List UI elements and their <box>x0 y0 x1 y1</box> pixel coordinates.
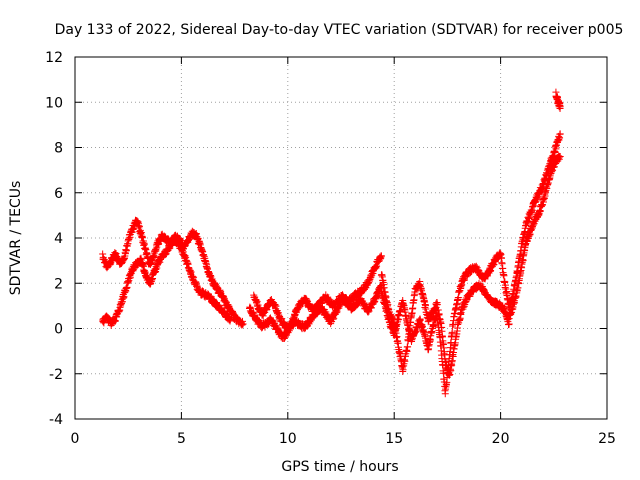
data-point <box>556 130 564 138</box>
data-point <box>239 320 247 328</box>
y-tick-label: 12 <box>45 50 63 66</box>
data-point <box>448 328 456 336</box>
x-tick-label: 15 <box>385 431 403 447</box>
series-track-h <box>552 88 564 113</box>
data-point <box>377 252 385 260</box>
x-tick-label: 0 <box>71 431 80 447</box>
y-tick-label: 10 <box>45 95 63 111</box>
y-axis-label: SDTVAR / TECUs <box>8 181 24 296</box>
y-tick-label: 4 <box>54 231 63 247</box>
chart-title: Day 133 of 2022, Sidereal Day-to-day VTE… <box>55 22 624 38</box>
y-tick-label: 2 <box>54 276 63 292</box>
y-tick-label: 6 <box>54 186 63 202</box>
ticks-layer: -4 -2 0 2 4 6 8 10 12 0 5 10 15 20 25 <box>45 50 616 447</box>
y-tick-label: 8 <box>54 141 63 157</box>
data-point <box>404 343 412 351</box>
data-layer <box>99 88 564 398</box>
x-tick-label: 5 <box>177 431 186 447</box>
x-tick-label: 20 <box>492 431 510 447</box>
y-tick-label: -4 <box>49 412 63 428</box>
series-track-g <box>505 152 564 323</box>
series-track-b <box>99 235 234 329</box>
y-tick-label: -2 <box>49 367 63 383</box>
series-track-e <box>377 271 513 379</box>
data-point <box>556 153 564 161</box>
x-tick-label: 25 <box>598 431 616 447</box>
y-tick-label: 0 <box>54 322 63 338</box>
x-axis-label: GPS time / hours <box>281 459 398 475</box>
data-point <box>226 315 234 323</box>
series-track-a <box>99 216 247 329</box>
data-point <box>556 103 564 111</box>
x-tick-label: 10 <box>279 431 297 447</box>
